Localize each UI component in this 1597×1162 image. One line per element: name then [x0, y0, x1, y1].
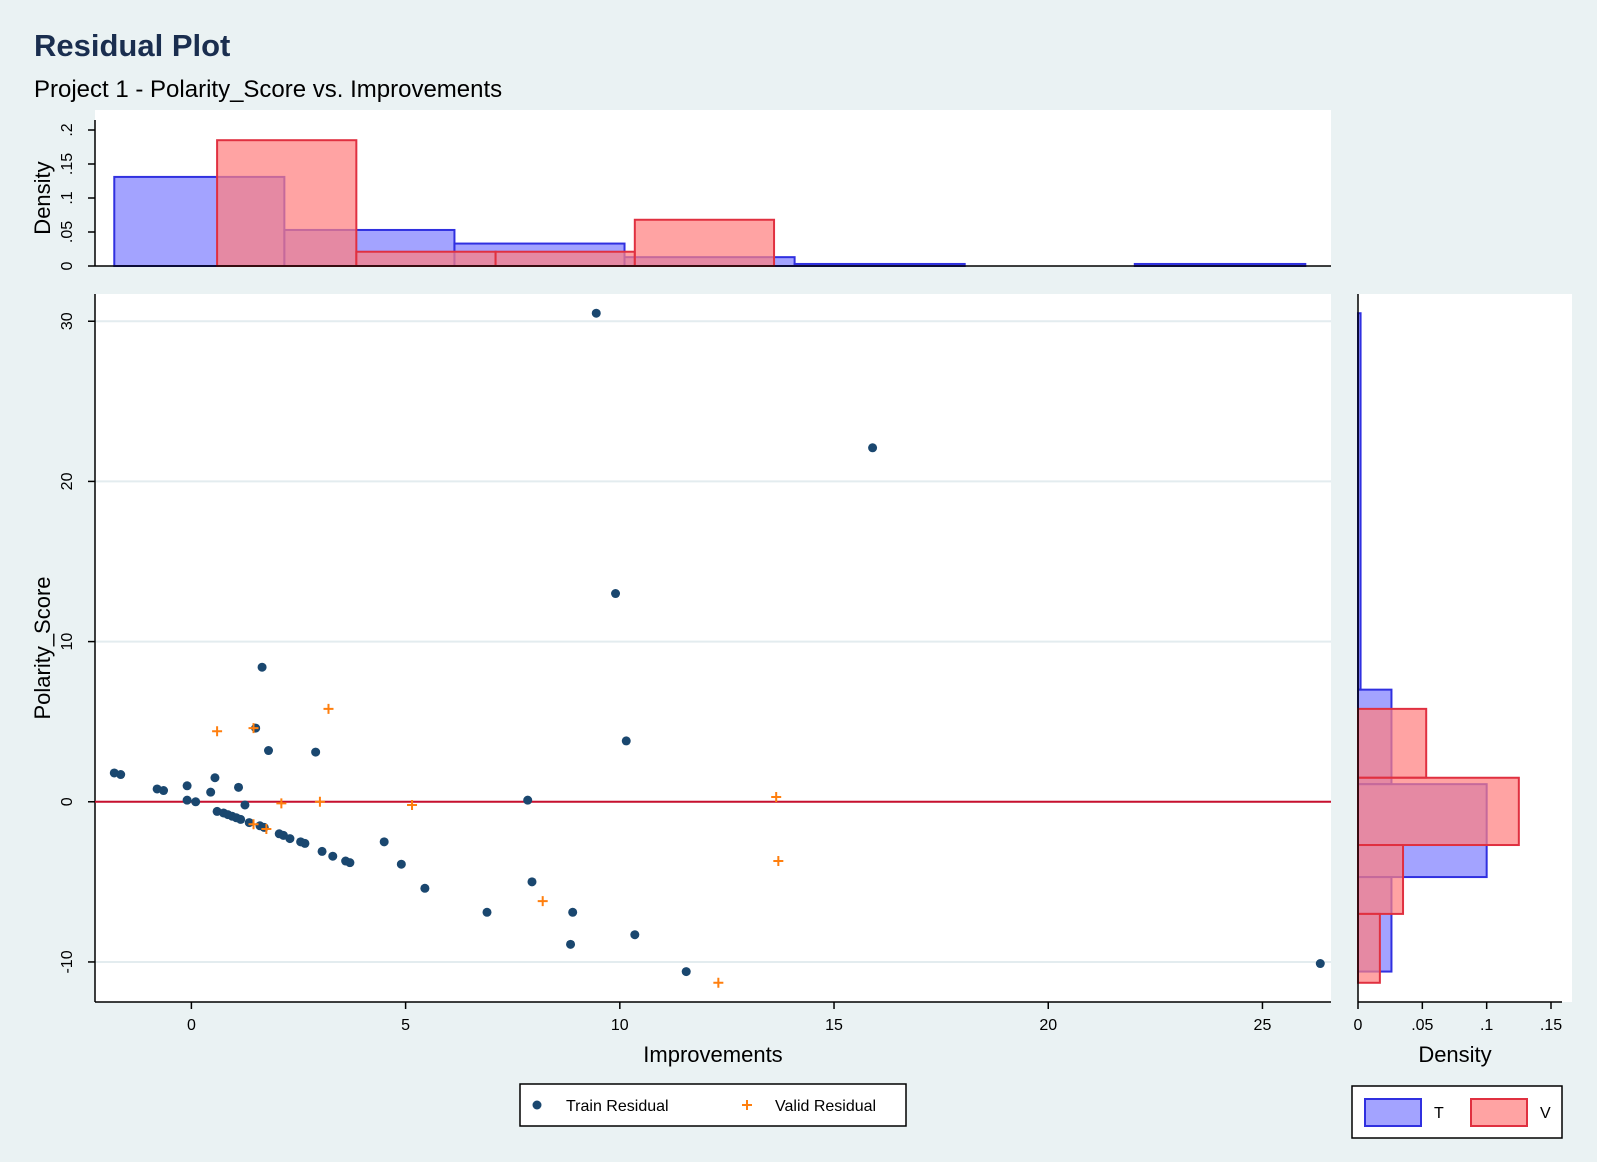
right-hist-x-tick-label: 0	[1354, 1017, 1363, 1034]
train-residual-point	[311, 747, 321, 757]
train-residual-point	[482, 907, 492, 917]
legend-t-swatch	[1364, 1098, 1422, 1127]
chart-title: Residual Plot	[34, 28, 231, 63]
train-residual-point	[523, 795, 533, 805]
x-axis-label: Improvements	[643, 1042, 782, 1067]
train-residual-point	[244, 818, 254, 828]
valid-residual-point	[323, 703, 334, 714]
legend-train-marker	[532, 1100, 542, 1110]
train-residual-point	[1315, 959, 1325, 969]
x-tick-label: 20	[1039, 1017, 1057, 1034]
train-residual-point	[328, 851, 338, 861]
train-residual-point	[210, 773, 220, 783]
valid-residual-point	[314, 796, 325, 807]
valid-residual-point	[248, 723, 259, 734]
train-residual-point	[240, 800, 250, 810]
scatter-legend-box	[519, 1083, 907, 1127]
train-residual-point	[159, 786, 169, 796]
y-tick-label: 30	[59, 312, 76, 330]
train-residual-point	[182, 795, 192, 805]
x-tick-label: 0	[187, 1017, 196, 1034]
train-residual-point	[182, 781, 192, 791]
y-tick-label: 10	[59, 633, 76, 651]
train-residual-point	[206, 787, 216, 797]
top-hist-bar-v	[216, 139, 358, 267]
x-tick-label: 25	[1254, 1017, 1272, 1034]
right-hist-bar-v	[1357, 844, 1405, 915]
right-hist-bar-v	[1357, 776, 1520, 847]
legend-t-label: T	[1434, 1105, 1444, 1122]
legend-v-label: V	[1540, 1105, 1551, 1122]
y-tick-label: -10	[59, 950, 76, 973]
valid-residual-point	[276, 798, 287, 809]
train-residual-point	[379, 837, 389, 847]
legend-train-label: Train Residual	[566, 1098, 669, 1115]
train-residual-point	[191, 797, 201, 807]
train-residual-point	[621, 736, 631, 746]
top-hist-y-axis-label: Density	[30, 161, 55, 234]
right-hist-x-tick-label: .1	[1480, 1017, 1493, 1034]
train-residual-point	[345, 858, 355, 868]
top-hist-bar-v	[355, 250, 497, 268]
y-axis-label: Polarity_Score	[30, 576, 55, 719]
x-tick-label: 5	[401, 1017, 410, 1034]
top-hist-bar-v	[633, 218, 776, 267]
top-hist-y-tick-label: .15	[59, 153, 76, 175]
top-hist-y-tick-label: .1	[59, 191, 76, 204]
right-hist-bar-v	[1357, 912, 1381, 984]
train-residual-point	[317, 846, 327, 856]
valid-residual-point	[407, 799, 418, 810]
train-residual-point	[236, 814, 246, 824]
train-residual-point	[568, 907, 578, 917]
right-hist-x-tick-label: .15	[1540, 1017, 1562, 1034]
train-residual-point	[681, 967, 691, 977]
valid-residual-point	[261, 824, 272, 835]
train-residual-point	[259, 822, 269, 832]
right-hist-x-tick-label: .05	[1411, 1017, 1433, 1034]
x-tick-label: 15	[825, 1017, 843, 1034]
train-residual-point	[527, 877, 537, 887]
valid-residual-point	[537, 896, 548, 907]
train-residual-point	[396, 859, 406, 869]
train-residual-point	[285, 834, 295, 844]
chart-subtitle: Project 1 - Polarity_Score vs. Improveme…	[34, 76, 503, 103]
train-residual-point	[630, 930, 640, 940]
train-residual-point	[611, 589, 621, 599]
valid-residual-point	[773, 856, 784, 867]
valid-residual-point	[212, 726, 223, 737]
top-hist-y-tick-label: .2	[59, 123, 76, 136]
legend-valid-label: Valid Residual	[775, 1098, 876, 1115]
train-residual-point	[234, 782, 244, 792]
train-residual-point	[591, 308, 601, 318]
y-tick-label: 20	[59, 472, 76, 490]
valid-residual-point	[771, 791, 782, 802]
scatter-plot-area	[95, 294, 1331, 1002]
right-hist-x-axis-label: Density	[1418, 1042, 1491, 1067]
legend-v-swatch	[1470, 1098, 1528, 1127]
train-residual-point	[300, 838, 310, 848]
train-residual-point	[116, 770, 126, 780]
top-hist-y-tick-label: 0	[59, 261, 76, 270]
train-residual-point	[868, 443, 878, 453]
top-hist-y-tick-label: .05	[59, 221, 76, 243]
y-tick-label: 0	[59, 797, 76, 806]
legend-valid-marker	[742, 1100, 752, 1110]
x-tick-label: 10	[611, 1017, 629, 1034]
train-residual-point	[420, 883, 430, 893]
right-hist-bar-v	[1357, 707, 1428, 779]
valid-residual-point	[248, 819, 259, 830]
top-hist-bar-v	[494, 250, 636, 268]
valid-residual-point	[713, 977, 724, 988]
train-residual-point	[257, 662, 267, 672]
train-residual-point	[566, 939, 576, 949]
train-residual-point	[264, 746, 274, 756]
